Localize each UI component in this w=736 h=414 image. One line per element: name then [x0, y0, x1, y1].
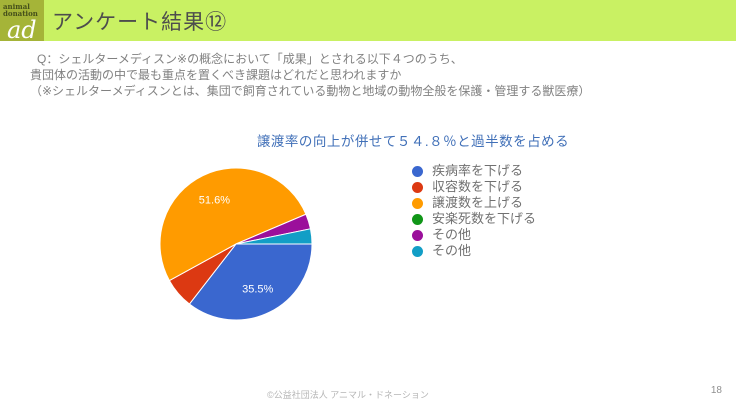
legend-label: その他 [432, 243, 472, 258]
logo-mark: ad [7, 16, 37, 41]
copyright: ©公益社団法人 アニマル・ドネーション [267, 390, 429, 400]
legend-item: 疾病率を下げる [412, 163, 536, 179]
legend-item: その他 [412, 243, 536, 259]
animal-donation-logo: animal donation ad [0, 0, 44, 41]
question-block: Q：シェルターメディスン※の概念において「成果」とされる以下４つのうち、 貴団体… [30, 51, 590, 99]
legend-item: 譲渡数を上げる [412, 195, 536, 211]
legend-item: その他 [412, 227, 536, 243]
pie-slice [235, 228, 313, 245]
legend-label: その他 [432, 227, 472, 242]
legend-label: 収容数を下げる [432, 179, 524, 194]
legend-label: 疾病率を下げる [432, 163, 524, 178]
question-line-1: Q：シェルターメディスン※の概念において「成果」とされる以下４つのうち、 [37, 52, 463, 66]
pie-chart: 35.5% 51.6% [159, 167, 313, 321]
pie-slice-label: 35.5% [242, 283, 273, 295]
legend-swatch [412, 165, 423, 177]
legend-swatch [412, 197, 423, 209]
legend-swatch [412, 245, 423, 257]
chart-highlight-note: 譲渡率の向上が併せて５４.８％と過半数を占める [256, 134, 570, 149]
question-line-2: 貴団体の活動の中で最も重点を置くべき課題はどれだと思われますか [30, 68, 402, 82]
pie-slice [159, 167, 307, 282]
page-title: アンケート結果⑫ [52, 10, 228, 34]
logo-text: animal donation [3, 2, 38, 18]
chart-legend: 疾病率を下げる 収容数を下げる 譲渡数を上げる 安楽死数を下げる その他 その他 [412, 163, 536, 259]
legend-label: 譲渡数を上げる [432, 195, 524, 210]
legend-item: 安楽死数を下げる [412, 211, 536, 227]
header-bar: animal donation ad アンケート結果⑫ [0, 0, 736, 41]
pie-slice-label: 51.6% [199, 195, 230, 207]
legend-swatch [412, 181, 423, 193]
legend-label: 安楽死数を下げる [432, 211, 537, 226]
question-line-3: （※シェルターメディスンとは、集団で飼育されている動物と地域の動物全般を保護・管… [30, 84, 591, 98]
page-number: 18 [710, 385, 722, 396]
legend-swatch [412, 213, 423, 225]
pie-slice [188, 243, 313, 321]
legend-swatch [412, 229, 423, 241]
legend-item: 収容数を下げる [412, 179, 536, 195]
